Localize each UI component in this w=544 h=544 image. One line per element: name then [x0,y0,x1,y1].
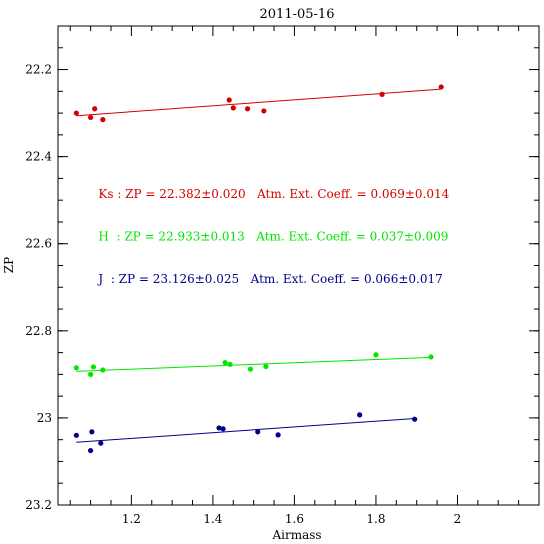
h-data-point [373,352,379,358]
y-tick-label: 22.2 [25,63,52,77]
j-data-point [220,426,226,432]
h-data-point [88,371,94,377]
h-data-point [222,360,228,366]
fit-annotation: Ks : ZP = 22.382±0.020 Atm. Ext. Coeff. … [98,187,449,201]
ks-data-point [230,105,236,111]
h-fit-line [76,356,431,372]
fit-lines-layer [76,88,442,443]
ticks-layer: 1.2 1.4 1.6 1.8 2 22.2 22.4 22.6 22.8 23 23.2 [25,26,539,526]
x-tick-label: 1.2 [122,512,141,526]
y-tick-label: 23 [37,411,52,425]
ks-data-point [73,110,79,116]
ks-data-point [244,106,251,112]
chart-title: 2011-05-16 [260,7,335,22]
x-axis-title: Airmass [271,528,321,542]
ks-data-point [379,91,385,97]
ks-data-point [261,108,267,114]
ks-data-point [92,106,98,112]
y-tick-label: 23.2 [25,498,52,512]
h-data-point [247,366,253,372]
j-data-point [73,432,79,438]
x-tick-label: 1.8 [366,512,385,526]
j-data-point [98,440,104,446]
j-data-point [89,429,95,435]
j-data-point [275,432,281,438]
ks-data-point [88,114,94,121]
x-tick-label: 1.4 [203,512,222,526]
y-tick-label: 22.8 [25,324,52,338]
y-tick-label: 22.6 [25,237,52,251]
ks-data-point [438,84,444,90]
h-data-point [227,361,233,367]
h-data-point [73,365,79,371]
x-tick-label: 1.6 [285,512,304,526]
j-fit-line [76,417,417,443]
ks-data-point [100,117,106,123]
j-data-point [255,429,261,435]
ks-fit-line [76,88,442,117]
j-data-point [216,425,222,431]
y-axis-title: ZP [2,257,16,273]
fit-annotation: H : ZP = 22.933±0.013 Atm. Ext. Coeff. =… [98,230,448,244]
j-data-point [88,447,94,454]
ks-data-point [226,97,232,103]
j-data-point [412,416,418,422]
plot-frame [57,25,540,506]
h-data-point [428,354,434,360]
h-data-point [100,367,106,373]
j-data-point [357,412,363,418]
annotations-layer: Ks : ZP = 22.382±0.020 Atm. Ext. Coeff. … [96,187,449,286]
points-layer [73,84,444,454]
fit-annotation: J : ZP = 23.126±0.025 Atm. Ext. Coeff. =… [96,272,442,286]
x-tick-label: 2 [454,512,462,526]
h-data-point [263,363,269,370]
h-data-point [90,364,97,370]
y-tick-label: 22.4 [25,150,52,164]
